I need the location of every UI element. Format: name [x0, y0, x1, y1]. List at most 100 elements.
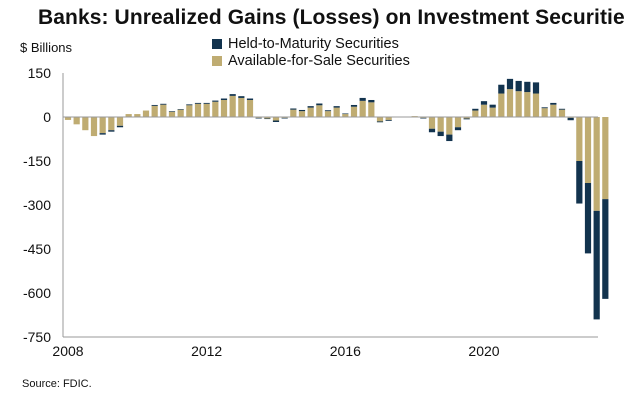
bar-htm: [576, 161, 583, 204]
bar-afs: [350, 106, 358, 117]
y-tick-label: 0: [43, 109, 51, 125]
bar-afs: [316, 105, 323, 117]
bar-afs: [472, 110, 479, 117]
bar-afs: [298, 111, 306, 117]
x-tick-label: 2016: [330, 343, 361, 359]
bar-afs: [186, 105, 193, 117]
legend-label-htm: Held-to-Maturity Securities: [228, 35, 399, 52]
bar-afs: [524, 92, 531, 117]
bar-afs: [142, 110, 150, 117]
bar-afs: [584, 117, 592, 183]
bar-afs: [454, 117, 462, 128]
bar-htm: [342, 113, 349, 115]
bar-htm: [446, 134, 453, 142]
x-tick-label: 2008: [52, 343, 83, 359]
bar-htm: [532, 82, 540, 94]
bar-htm: [359, 97, 366, 101]
bar-afs: [550, 104, 557, 117]
bar-afs: [212, 101, 219, 117]
bar-afs: [64, 117, 72, 120]
bar-htm: [489, 104, 496, 108]
bar-htm: [272, 120, 280, 122]
bar-afs: [593, 117, 600, 211]
bar-htm: [116, 125, 124, 128]
y-axis-label: $ Billions: [20, 40, 73, 55]
bar-afs: [359, 100, 366, 117]
source-note: Source: FDIC.: [22, 378, 92, 390]
bar-htm: [428, 128, 436, 133]
bar-afs: [272, 117, 280, 121]
x-tick-labels: 2008 2012 2016 2020: [52, 343, 499, 359]
bar-htm: [350, 104, 358, 107]
bar-htm: [151, 104, 158, 106]
bar-htm: [324, 110, 332, 112]
y-tick-label: -600: [23, 285, 51, 301]
bar-htm: [246, 98, 254, 100]
bar-htm: [515, 80, 522, 92]
bar-afs: [342, 114, 349, 117]
bar-afs: [368, 102, 375, 117]
bar-afs: [333, 107, 340, 117]
bar-afs: [541, 108, 548, 117]
y-tick-labels: 150 0 -150 -300 -450 -600 -750: [23, 65, 51, 345]
bar-htm: [255, 117, 262, 119]
bar-afs: [90, 117, 98, 137]
bars-group: [64, 78, 609, 320]
y-tick-label: -300: [23, 197, 51, 213]
bar-htm: [194, 102, 202, 104]
bar-afs: [532, 93, 540, 117]
bar-htm: [168, 111, 176, 112]
bar-afs: [463, 117, 470, 119]
bar-afs: [116, 117, 124, 126]
bar-htm: [238, 96, 245, 98]
bar-afs: [82, 117, 89, 131]
bar-afs: [385, 117, 392, 120]
bar-afs: [506, 89, 514, 117]
bar-htm: [99, 133, 106, 135]
legend-swatch-htm: [212, 38, 222, 49]
bar-htm: [108, 130, 115, 132]
bar-afs: [480, 104, 488, 117]
bar-htm: [307, 106, 314, 108]
bar-afs: [324, 111, 332, 117]
legend-swatch-afs: [212, 55, 222, 66]
bar-htm: [160, 103, 167, 105]
bar-htm: [506, 78, 514, 90]
bar-afs: [307, 107, 314, 117]
bar-afs: [515, 91, 522, 117]
bar-htm: [220, 98, 228, 100]
bar-htm: [385, 119, 392, 121]
bar-htm: [541, 107, 548, 109]
bar-afs: [220, 99, 228, 117]
bar-htm: [437, 131, 444, 137]
bar-afs: [428, 117, 436, 129]
bar-htm: [203, 102, 210, 104]
bar-afs: [437, 117, 444, 132]
bar-htm: [593, 210, 600, 320]
bar-afs: [73, 117, 80, 125]
bar-afs: [134, 114, 141, 117]
bar-htm: [420, 117, 427, 119]
bar-afs: [168, 111, 176, 117]
bar-afs: [376, 117, 384, 122]
chart-title: Banks: Unrealized Gains (Losses) on Inve…: [38, 6, 624, 29]
bar-afs: [160, 104, 167, 117]
bar-htm: [454, 127, 462, 131]
bar-htm: [298, 109, 306, 112]
bar-htm: [558, 108, 566, 110]
bar-htm: [186, 104, 193, 106]
bar-htm: [333, 106, 340, 108]
bar-htm: [472, 108, 479, 111]
bar-afs: [489, 107, 496, 117]
bar-htm: [550, 102, 557, 105]
bar-afs: [576, 117, 583, 161]
y-tick-label: -450: [23, 241, 51, 257]
bar-htm: [376, 121, 384, 123]
legend: Held-to-Maturity Securities Available-fo…: [212, 35, 410, 69]
bar-afs: [246, 99, 254, 117]
bar-htm: [264, 118, 271, 120]
bar-afs: [203, 103, 210, 117]
bar-afs: [238, 97, 245, 117]
bar-afs: [558, 109, 566, 117]
